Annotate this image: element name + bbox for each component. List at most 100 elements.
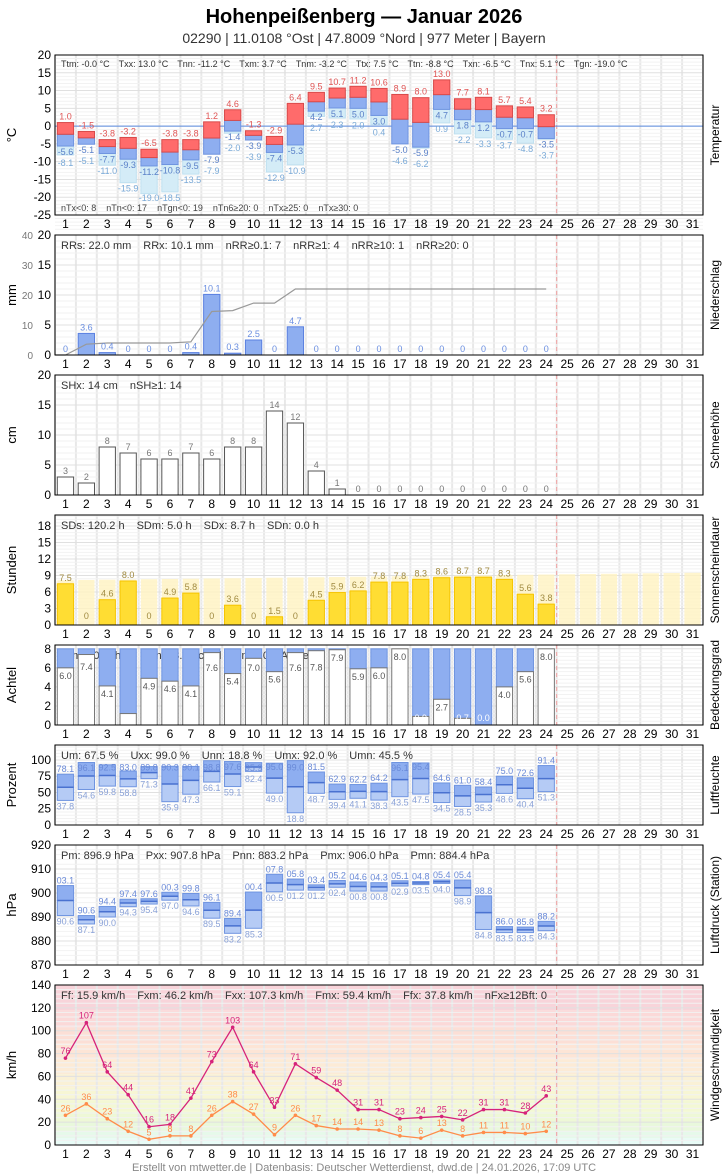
sunshine-bar: [370, 581, 388, 626]
snow-bar: [244, 446, 263, 496]
cloud-label: 5.6: [268, 675, 281, 685]
panel-title: Windgeschwindigkeit: [708, 1008, 722, 1121]
x-tick-label: 21: [477, 967, 491, 981]
min-temp-bar: [56, 133, 75, 147]
gust-point: [460, 1118, 465, 1122]
min-temp-bar: [265, 143, 284, 153]
gust-label: 33: [269, 1095, 279, 1105]
snow-bar: [140, 458, 158, 496]
snow-label: 6: [209, 448, 214, 458]
snow-bar: [77, 482, 96, 496]
humidity-lower-bar: [328, 791, 346, 800]
wind_mean-point: [189, 1134, 193, 1138]
max-temp-bar: [391, 93, 409, 120]
x-tick-label: 4: [125, 357, 132, 371]
wind_mean-point: [272, 1132, 277, 1137]
pressure-min-label: 94.6: [182, 907, 200, 917]
stat-label: nRR≥1: 4: [293, 240, 339, 252]
humidity-lower-bar: [56, 786, 75, 801]
pressure-max-label: 04.8: [412, 871, 430, 881]
stat-label: Ffx: 37.8 km/h: [403, 990, 473, 1002]
min-temp-label: -9.5: [183, 161, 199, 171]
x-tick-label: 29: [644, 1147, 658, 1161]
pressure-min-label: 00.5: [266, 893, 284, 903]
wind_mean-label: 8: [167, 1124, 172, 1134]
pressure-upper-bar: [286, 878, 305, 886]
x-tick-label: 4: [125, 727, 132, 741]
wind_mean-label: 26: [207, 1103, 217, 1113]
panel-title: Sonnenscheindauer: [708, 517, 722, 624]
x-tick-label: 5: [146, 967, 153, 981]
x-tick-label: 13: [310, 357, 324, 371]
stat-label: SHx: 14 cm: [61, 380, 118, 392]
max-temp-bar: [495, 105, 514, 118]
sky-clear-bar: [224, 648, 242, 675]
possible-sunshine-bar: [579, 574, 597, 625]
humidity-max-label: 96.1: [391, 763, 409, 773]
x-tick-label: 30: [665, 627, 679, 641]
pressure-upper-bar: [182, 892, 200, 901]
max-temp-bar: [453, 98, 472, 110]
min-temp-bar: [370, 101, 388, 116]
sky-clear-bar: [161, 648, 179, 682]
cloud-label: 4.6: [164, 684, 177, 694]
x-tick-label: 5: [146, 497, 153, 511]
x-tick-label: 1: [62, 967, 69, 981]
ground-min-label: 2.3: [331, 120, 344, 130]
snow-bar: [328, 488, 346, 496]
gust-label: 76: [60, 1046, 70, 1056]
pressure-lower-bar: [244, 909, 263, 929]
ground-min-label: -19.0: [139, 193, 160, 203]
x-tick-label: 28: [623, 357, 637, 371]
y-tick-label: 25: [38, 802, 52, 816]
x-tick-label: 10: [247, 627, 261, 641]
min-temp-label: -7.4: [267, 153, 283, 163]
x-tick-label: 23: [519, 217, 533, 231]
humidity-lower-bar: [391, 779, 409, 798]
snow-label: 4: [314, 460, 319, 470]
sunshine-label: 3.6: [226, 594, 239, 604]
max-temp-label: -6.5: [141, 138, 157, 148]
y2-tick-label: 10: [22, 321, 34, 332]
humidity-lower-bar: [140, 772, 158, 780]
stat-label: nTx<0: 8: [61, 203, 96, 213]
sunshine-label: 1.5: [268, 606, 281, 616]
y-tick-label: 40: [38, 1092, 52, 1106]
x-tick-label: 5: [146, 357, 153, 371]
x-tick-label: 12: [289, 967, 303, 981]
pressure-lower-bar: [98, 911, 116, 918]
ground-min-label: -12.9: [264, 173, 285, 183]
sunshine-bar: [391, 581, 409, 626]
x-tick-label: 23: [519, 627, 533, 641]
wind_mean-label: 36: [81, 1092, 91, 1102]
x-tick-label: 18: [414, 497, 428, 511]
wind_mean-point: [168, 1134, 172, 1138]
stat-label: Uxx: 99.0 %: [130, 750, 190, 762]
x-tick-label: 14: [331, 217, 345, 231]
y2-tick-label: 40: [22, 231, 34, 242]
min-temp-label: -7.7: [100, 154, 116, 164]
y-tick-label: 100: [31, 1024, 51, 1038]
sunshine-bar: [433, 577, 451, 626]
snow-label: 0: [481, 484, 486, 494]
x-tick-label: 8: [208, 827, 215, 841]
x-tick-label: 10: [247, 827, 261, 841]
x-tick-label: 18: [414, 627, 428, 641]
panel-title: Bedeckungsgrad: [708, 640, 722, 730]
y-tick-label: 900: [31, 886, 51, 900]
x-tick-label: 15: [351, 627, 365, 641]
y-tick-label: -15: [34, 172, 52, 186]
pressure-upper-bar: [224, 917, 242, 927]
ground-min-label: -3.9: [246, 152, 262, 162]
x-tick-label: 29: [644, 217, 658, 231]
min-temp-bar: [453, 108, 472, 121]
pressure-max-label: 04.6: [349, 872, 367, 882]
x-tick-label: 8: [208, 727, 215, 741]
sky-clear-bar: [98, 648, 116, 687]
x-tick-label: 19: [435, 217, 449, 231]
pressure-max-label: 98.8: [475, 886, 493, 896]
gust-label: 24: [416, 1106, 426, 1116]
y-axis-label: °C: [4, 128, 19, 143]
